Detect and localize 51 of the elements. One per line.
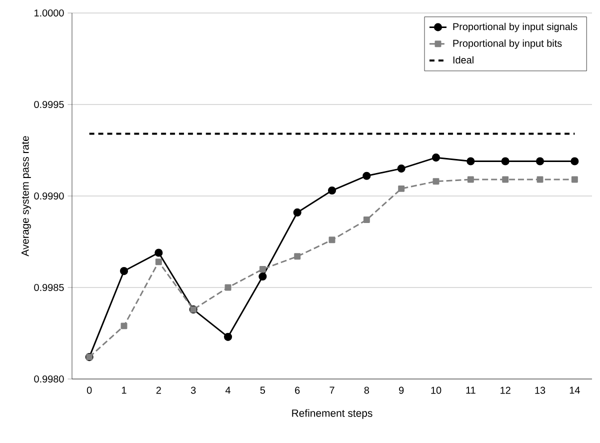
point — [466, 157, 475, 166]
point — [120, 322, 128, 330]
x-tick-label: 12 — [500, 386, 510, 394]
x-tick-label: 14 — [570, 386, 580, 394]
point — [362, 172, 371, 180]
point — [501, 157, 510, 166]
point — [328, 236, 336, 244]
x-tick-label: 10 — [431, 386, 442, 394]
x-tick-label: 6 — [295, 386, 300, 394]
point — [432, 178, 440, 185]
y-tick-label: 0.9995 — [34, 100, 64, 108]
point — [536, 176, 544, 183]
point — [571, 176, 578, 183]
y-axis-title: Average system pass rate — [22, 136, 31, 256]
point — [432, 154, 440, 162]
point — [467, 176, 474, 183]
point — [363, 216, 370, 224]
point — [120, 266, 128, 276]
y-tick-label: 0.9985 — [34, 284, 64, 292]
legend-label: Ideal — [453, 56, 474, 64]
point — [536, 157, 544, 166]
x-tick-label: 13 — [535, 386, 546, 394]
x-tick-label: 9 — [399, 386, 404, 394]
point — [397, 164, 406, 173]
x-tick-label: 4 — [225, 386, 230, 394]
point — [224, 284, 232, 291]
x-tick-label: 2 — [156, 386, 161, 394]
point — [398, 185, 405, 192]
y-tick-label: 0.9990 — [34, 192, 64, 200]
point — [224, 332, 232, 341]
legend-label: Proportional by input signals — [453, 22, 578, 32]
point — [258, 272, 267, 281]
point — [502, 176, 509, 183]
x-tick-label: 8 — [364, 386, 370, 394]
x-axis-title: Refinement steps — [292, 409, 372, 419]
x-tick-label: 1 — [122, 386, 126, 394]
x-tick-label: 5 — [260, 386, 266, 394]
point — [293, 208, 302, 217]
point — [294, 253, 301, 260]
x-tick-label: 3 — [190, 386, 196, 394]
point — [328, 186, 336, 195]
x-tick-label: 11 — [466, 386, 476, 394]
legend-label: Proportional by input bits — [453, 40, 562, 49]
point — [154, 248, 163, 257]
point — [259, 266, 266, 272]
point — [155, 258, 162, 266]
point — [570, 157, 579, 166]
y-tick-label: 0.9980 — [34, 375, 64, 383]
y-tick-label: 1.0000 — [34, 9, 64, 17]
x-tick-label: 0 — [86, 386, 92, 394]
x-tick-label: 7 — [330, 386, 334, 394]
